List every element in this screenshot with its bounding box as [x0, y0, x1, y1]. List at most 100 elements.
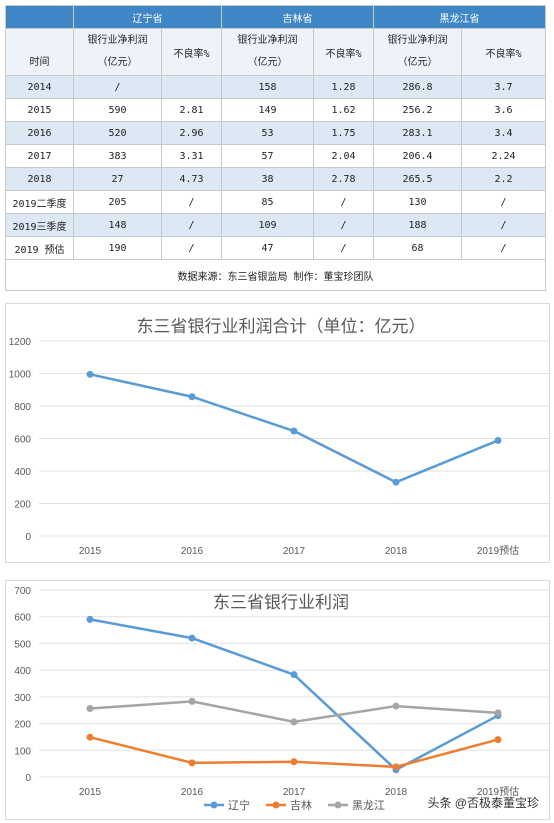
cell-hl-p: 265.5	[373, 167, 462, 191]
cell-hl-n: 3.6	[461, 98, 546, 122]
province-header-row: 辽宁省 吉林省 黑龙江省	[5, 5, 546, 29]
x-tick-label: 2015	[79, 787, 102, 798]
y-tick-label: 500	[14, 639, 31, 650]
y-tick-label: 400	[14, 666, 31, 677]
column-header-row: 时间 银行业净利润 （亿元） 不良率% 银行业净利润 （亿元） 不良率% 银行业净利…	[5, 28, 546, 76]
x-tick-label: 2016	[181, 546, 204, 557]
cell-ln-n: 3.31	[161, 144, 222, 168]
x-tick-label: 2019预估	[477, 544, 519, 557]
data-point	[494, 709, 502, 717]
time-header: 时间	[5, 28, 74, 76]
chart-title: 东三省银行业利润合计（单位：亿元）	[137, 317, 426, 336]
cell-ln-n: /	[161, 190, 222, 214]
cell-jl-p: 47	[221, 236, 314, 260]
data-point	[188, 393, 196, 401]
y-tick-label: 700	[14, 586, 31, 597]
cell-jl-n: /	[313, 236, 374, 260]
cell-ln-p: 520	[73, 121, 162, 145]
total-profit-chart-panel: 东三省银行业利润合计（单位：亿元） 0 200 400 600 800 1000 1200 20…	[5, 303, 550, 563]
cell-time: 2016	[5, 121, 74, 145]
x-tick-label: 2018	[385, 787, 408, 798]
cell-hl-p: 130	[373, 190, 462, 214]
y-tick-label: 400	[14, 467, 31, 478]
legend-label: 辽宁	[228, 798, 250, 812]
table-row: 2019二季度 205/85/130/	[5, 190, 546, 214]
data-point	[290, 758, 298, 766]
cell-jl-n: 2.78	[313, 167, 374, 191]
legend-label: 黑龙江	[352, 799, 385, 812]
cell-ln-p: 27	[73, 167, 162, 191]
cell-hl-p: 206.4	[373, 144, 462, 168]
cell-jl-p: 57	[221, 144, 314, 168]
data-point	[86, 705, 94, 713]
x-tick-label: 2017	[283, 787, 306, 798]
y-tick-label: 200	[14, 500, 31, 511]
corner-cell	[5, 5, 74, 29]
y-tick-label: 200	[14, 720, 31, 731]
cell-hl-p: 256.2	[373, 98, 462, 122]
cell-hl-p: 188	[373, 213, 462, 237]
legend-marker	[210, 801, 218, 809]
cell-jl-n: 1.62	[313, 98, 374, 122]
data-point	[392, 763, 400, 771]
cell-jl-p: 38	[221, 167, 314, 191]
cell-hl-n: /	[461, 213, 546, 237]
cell-ln-n: /	[161, 236, 222, 260]
y-tick-label: 0	[25, 773, 31, 784]
legend-marker	[334, 801, 342, 809]
cell-hl-n: 2.2	[461, 167, 546, 191]
cell-ln-n: 2.81	[161, 98, 222, 122]
cell-ln-p: 205	[73, 190, 162, 214]
cell-jl-n: /	[313, 213, 374, 237]
cell-hl-n: 2.24	[461, 144, 546, 168]
cell-hl-p: 286.8	[373, 75, 462, 99]
x-tick-label: 2017	[283, 546, 306, 557]
y-tick-label: 600	[14, 435, 31, 446]
heilongjiang-npl-header: 不良率%	[461, 28, 546, 76]
cell-jl-p: 149	[221, 98, 314, 122]
y-tick-label: 600	[14, 613, 31, 624]
cell-time: 2019二季度	[5, 190, 74, 214]
cell-ln-p: /	[73, 75, 162, 99]
cell-jl-p: 158	[221, 75, 314, 99]
table-row: 2018 27 4.73 38 2.78 265.5 2.2	[5, 167, 546, 191]
province-heilongjiang: 黑龙江省	[373, 5, 546, 29]
cell-time: 2019 预估	[5, 236, 74, 260]
cell-jl-n: 2.04	[313, 144, 374, 168]
cell-hl-n: /	[461, 190, 546, 214]
cell-hl-p: 68	[373, 236, 462, 260]
cell-ln-p: 590	[73, 98, 162, 122]
table-row: 2014/ 158 1.28 286.8 3.7	[5, 75, 546, 99]
y-tick-label: 100	[14, 746, 31, 757]
table-row: 2019三季度 148/109/188/	[5, 213, 546, 237]
cell-time: 2015	[5, 98, 74, 122]
bank-profit-table: 辽宁省 吉林省 黑龙江省 时间 银行业净利润 （亿元） 不良率% 银行业净利润 （亿…	[5, 5, 546, 291]
legend-marker	[272, 801, 280, 809]
data-point	[86, 370, 94, 378]
data-point	[188, 634, 196, 642]
cell-hl-p: 283.1	[373, 121, 462, 145]
cell-hl-n: 3.7	[461, 75, 546, 99]
province-jilin: 吉林省	[221, 5, 374, 29]
x-tick-label: 2015	[79, 546, 102, 557]
jilin-profit-header: 银行业净利润 （亿元）	[221, 28, 314, 76]
province-profit-chart-panel: 东三省银行业利润 0 100 200 300 400 500 600 700 2015 2016 20…	[5, 580, 550, 820]
data-point	[86, 733, 94, 741]
cell-hl-n: /	[461, 236, 546, 260]
cell-jl-n: 1.28	[313, 75, 374, 99]
data-point	[188, 697, 196, 705]
cell-jl-p: 85	[221, 190, 314, 214]
data-point	[392, 478, 400, 486]
legend-label: 吉林	[290, 798, 312, 812]
data-point	[494, 436, 502, 444]
cell-time: 2014	[5, 75, 74, 99]
bank-profit-table-container: 辽宁省 吉林省 黑龙江省 时间 银行业净利润 （亿元） 不良率% 银行业净利润 （亿…	[5, 5, 546, 291]
data-point	[188, 759, 196, 767]
data-point	[494, 736, 502, 744]
table-row: 2015 590 2.81 149 1.62 256.2 3.6	[5, 98, 546, 122]
data-point	[86, 615, 94, 623]
jilin-npl-header: 不良率%	[313, 28, 374, 76]
footer-row: 数据来源：东三省银监局 制作：董宝珍团队	[5, 259, 546, 291]
heilongjiang-profit-header: 银行业净利润 （亿元）	[373, 28, 462, 76]
cell-ln-n: 4.73	[161, 167, 222, 191]
